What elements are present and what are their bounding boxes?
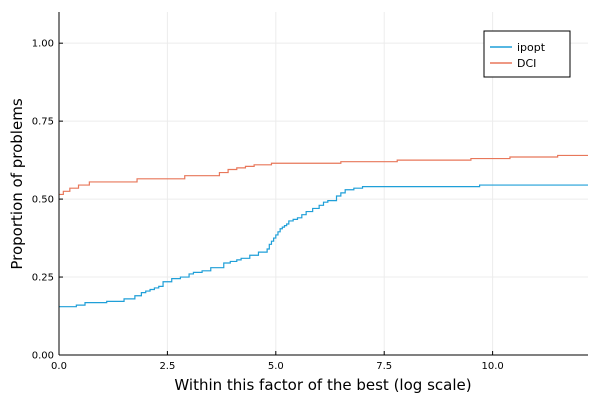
x-tick-label: 2.5 [159, 361, 175, 372]
series-layer [59, 154, 588, 308]
legend-label-ipopt: ipopt [517, 41, 546, 54]
legend: ipopt DCI [483, 30, 571, 78]
tick-marks: 0.0 2.5 5.0 7.5 10.0 0.00 0.25 0.50 0.75 1.00 [32, 39, 504, 372]
x-tick-label: 0.0 [51, 361, 67, 372]
y-axis-label: Proportion of problems [8, 98, 26, 269]
y-tick-label: 0.25 [32, 273, 54, 284]
legend-box [483, 30, 571, 78]
series-line-dci [59, 154, 588, 196]
y-tick-label: 1.00 [32, 39, 54, 50]
series-line-ipopt [59, 184, 588, 308]
legend-label-dci: DCI [517, 57, 536, 70]
x-tick-label: 7.5 [376, 361, 392, 372]
y-tick-label: 0.00 [32, 351, 54, 362]
x-tick-label: 5.0 [268, 361, 284, 372]
x-tick-label: 10.0 [481, 361, 503, 372]
y-tick-label: 0.50 [32, 195, 54, 206]
axes [58, 12, 588, 356]
x-axis-label: Within this factor of the best (log scal… [174, 376, 471, 394]
y-tick-label: 0.75 [32, 117, 54, 128]
